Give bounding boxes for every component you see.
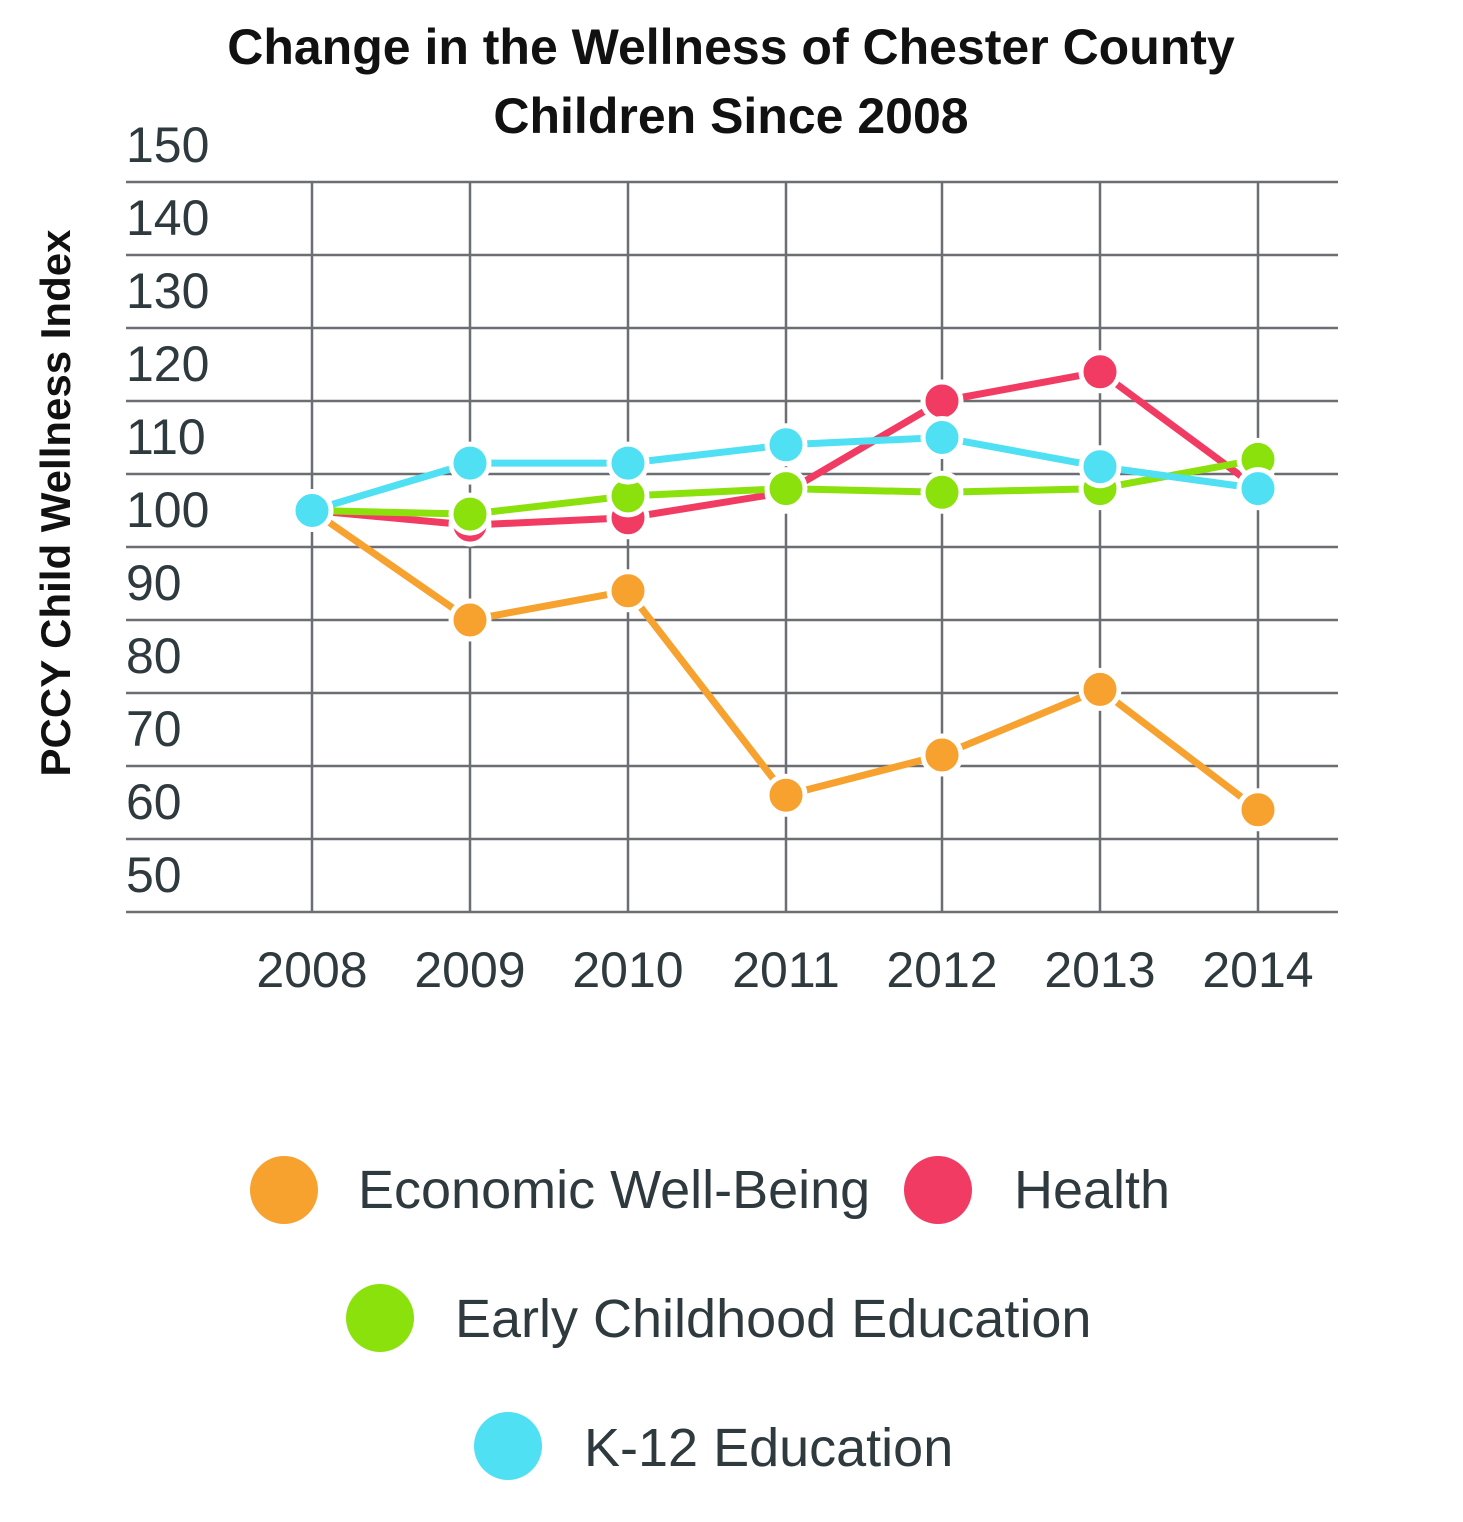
data-point-k-12-education-2012 [920,416,964,459]
series-k-12-education [290,416,1280,532]
y-tick-label: 100 [126,482,209,538]
data-point-economic-well-being-2013 [1078,667,1122,711]
y-tick-label: 130 [126,263,209,319]
data-point-k-12-education-2008 [290,489,334,532]
y-tick-label: 60 [126,774,182,830]
legend-item-economic-well-being: Economic Well-Being [250,1156,870,1224]
legend-item-k-12-education: K-12 Education [474,1412,953,1480]
y-tick-label: 140 [126,190,209,246]
data-point-health-2012 [920,379,964,423]
data-point-k-12-education-2013 [1078,445,1122,489]
y-tick-label: 110 [126,409,206,465]
data-point-k-12-education-2009 [448,441,492,485]
y-tick-label: 90 [126,555,182,611]
x-tick-label: 2009 [414,942,525,998]
data-point-economic-well-being-2011 [764,773,808,817]
y-tick-label: 70 [126,701,182,757]
legend-swatch [346,1284,414,1352]
legend-label: Health [1014,1160,1170,1220]
chart-title-line-1: Change in the Wellness of Chester County [227,19,1235,75]
series-lines [290,350,1280,832]
legend-swatch [250,1156,318,1224]
legend: Economic Well-Being Health Early Childhood… [250,1156,1170,1480]
data-point-early-childhood-education-2012 [920,470,964,514]
legend-label: K-12 Education [584,1418,953,1478]
y-axis-label: PCCY Child Wellness Index [32,229,79,777]
data-point-economic-well-being-2012 [920,733,964,777]
legend-item-health: Health [904,1156,1170,1224]
y-tick-labels: 150 140 130 120 110 100 90 80 70 60 50 [126,117,209,903]
grid [126,180,1338,914]
series-economic-well-being [290,489,1280,832]
x-tick-label: 2011 [732,942,840,998]
legend-swatch [474,1412,542,1480]
legend-swatch [904,1156,972,1224]
y-tick-label: 150 [126,117,209,173]
x-tick-label: 2012 [886,942,997,998]
x-tick-label: 2010 [572,942,683,998]
data-point-k-12-education-2014 [1236,467,1280,511]
legend-label: Early Childhood Education [455,1289,1091,1349]
x-tick-label: 2014 [1202,942,1313,998]
x-tick-label: 2013 [1044,942,1155,998]
data-point-economic-well-being-2009 [448,598,492,642]
data-point-k-12-education-2010 [606,441,650,485]
y-tick-label: 120 [126,336,209,392]
data-point-early-childhood-education-2009 [448,492,492,536]
legend-label: Economic Well-Being [358,1160,870,1220]
chart-title-line-2: Children Since 2008 [493,88,968,144]
legend-item-early-childhood-education: Early Childhood Education [346,1284,1091,1352]
data-point-k-12-education-2011 [764,423,808,467]
y-tick-label: 80 [126,628,182,684]
x-tick-label: 2008 [256,942,367,998]
x-tick-labels: 2008 2009 2010 2011 2012 2013 2014 [256,942,1313,998]
data-point-economic-well-being-2010 [606,569,650,613]
data-point-economic-well-being-2014 [1236,788,1280,832]
data-point-early-childhood-education-2011 [764,467,808,511]
y-tick-label: 50 [126,847,182,903]
data-point-health-2013 [1078,350,1122,394]
